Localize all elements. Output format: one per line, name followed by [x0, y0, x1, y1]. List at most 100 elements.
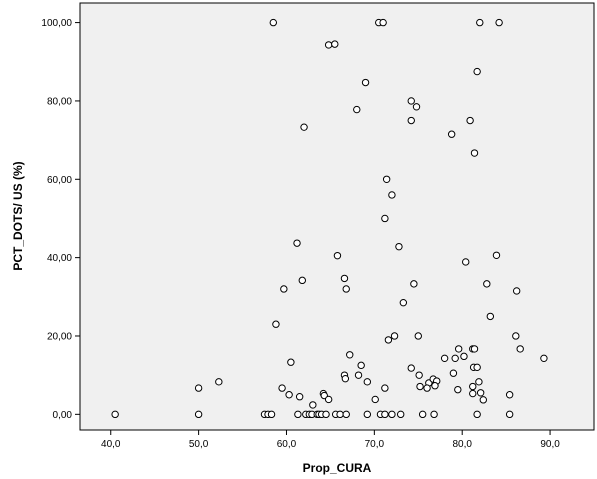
data-point: [371, 395, 379, 404]
data-point: [381, 214, 389, 223]
data-point: [346, 351, 354, 359]
data-point: [475, 378, 483, 386]
data-point: [267, 410, 276, 419]
data-point: [280, 285, 288, 293]
y-axis-title: PCT_DOTS/ US (%): [11, 161, 25, 270]
data-point: [440, 354, 449, 363]
data-point: [399, 298, 408, 307]
data-point: [410, 280, 418, 288]
data-point: [407, 364, 415, 372]
data-point: [470, 149, 479, 157]
data-point: [473, 363, 481, 372]
data-point: [397, 410, 405, 419]
data-point: [341, 374, 350, 383]
y-axis-ticks: 0,00 20,00 40,00 60,00 80,00 100,00: [41, 18, 80, 421]
data-point: [269, 18, 277, 27]
data-point: [390, 332, 399, 340]
data-point: [379, 18, 387, 27]
data-point: [295, 393, 304, 401]
data-point: [342, 410, 350, 419]
data-point: [415, 371, 423, 379]
data-point: [540, 354, 548, 363]
data-point: [324, 41, 333, 49]
data-point: [407, 116, 415, 125]
data-points: [111, 18, 548, 419]
x-tick-label: 80,0: [452, 439, 472, 450]
data-point: [505, 410, 514, 419]
data-point: [454, 385, 462, 394]
data-point: [294, 410, 302, 419]
x-axis-title: Prop_CURA: [303, 461, 372, 475]
data-point: [215, 378, 223, 386]
data-point: [300, 123, 308, 131]
data-point: [293, 239, 301, 247]
data-point: [454, 345, 463, 353]
data-point: [342, 285, 350, 293]
data-point: [357, 361, 365, 370]
data-point: [505, 391, 514, 399]
data-point: [516, 345, 524, 353]
data-point: [431, 382, 439, 390]
x-axis-ticks: 40,0 50,0 60,0 70,0 80,0 90,0: [101, 430, 560, 450]
data-point: [469, 389, 477, 398]
data-point: [324, 395, 333, 404]
data-point: [388, 410, 396, 419]
data-point: [473, 410, 481, 419]
data-point: [414, 332, 422, 340]
data-point: [447, 130, 456, 138]
data-point: [382, 175, 391, 183]
data-point: [388, 191, 396, 199]
data-point: [363, 410, 372, 419]
x-tick-label: 60,0: [277, 439, 297, 450]
data-point: [395, 242, 403, 251]
data-point: [512, 287, 521, 295]
y-tick-label: 20,00: [47, 331, 72, 342]
x-tick-label: 50,0: [189, 439, 209, 450]
data-point: [486, 312, 495, 321]
data-point: [353, 105, 361, 114]
data-point: [340, 274, 349, 283]
data-point: [111, 410, 119, 419]
data-point: [384, 336, 393, 344]
data-point: [354, 371, 363, 379]
data-point: [361, 78, 370, 87]
y-tick-label: 80,00: [47, 96, 72, 107]
data-point: [194, 410, 203, 419]
data-point: [449, 369, 458, 377]
data-point: [476, 18, 484, 27]
data-point: [430, 410, 438, 419]
data-point: [476, 389, 485, 397]
data-point: [495, 18, 503, 27]
x-tick-label: 40,0: [101, 439, 121, 450]
data-point: [512, 332, 520, 340]
data-point: [462, 258, 470, 266]
data-point: [407, 97, 415, 105]
y-tick-label: 100,00: [41, 18, 72, 29]
y-tick-label: 0,00: [53, 410, 73, 421]
data-point: [333, 251, 342, 260]
data-point: [331, 40, 339, 48]
data-point: [460, 352, 468, 361]
data-point: [194, 384, 203, 392]
plot-area: [79, 2, 595, 431]
data-point: [473, 67, 481, 76]
data-point: [278, 384, 286, 392]
data-point: [492, 251, 501, 259]
data-point: [322, 410, 330, 419]
data-point: [363, 378, 372, 386]
data-point: [336, 410, 344, 419]
y-tick-label: 40,00: [47, 253, 72, 264]
data-point: [285, 391, 293, 399]
data-point: [309, 401, 317, 409]
data-point: [451, 354, 459, 363]
data-point: [466, 116, 474, 125]
data-point: [287, 358, 295, 366]
x-tick-label: 70,0: [365, 439, 385, 450]
x-tick-label: 90,0: [540, 439, 560, 450]
data-point: [469, 382, 477, 391]
data-point: [412, 103, 421, 111]
data-point: [298, 276, 306, 285]
data-point: [470, 345, 479, 353]
data-point: [483, 280, 491, 288]
